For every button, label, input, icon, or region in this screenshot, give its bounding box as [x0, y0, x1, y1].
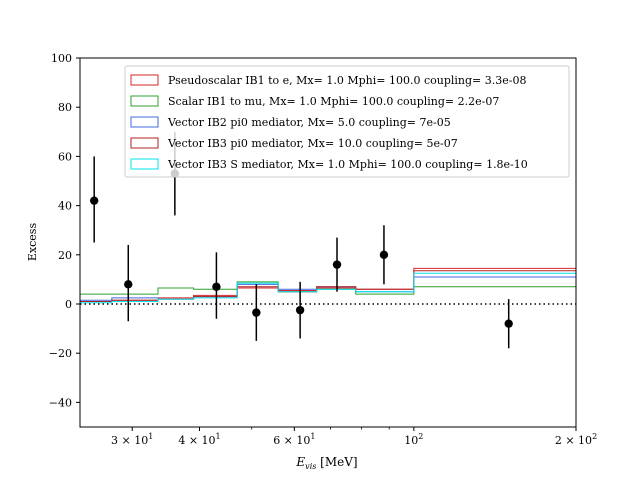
- series-step-4: [80, 270, 576, 304]
- legend: Pseudoscalar IB1 to e, Mx= 1.0 Mphi= 100…: [124, 65, 570, 178]
- y-tick-label: −20: [49, 347, 72, 360]
- x-tick-label: 3 × 101: [111, 432, 153, 447]
- legend-label: Vector IB3 S mediator, Mx= 1.0 Mphi= 100…: [167, 158, 528, 171]
- data-point: [295, 305, 305, 315]
- legend-label: Vector IB3 pi0 mediator, Mx= 10.0 coupli…: [167, 137, 458, 150]
- x-tick-label: 2 × 102: [555, 432, 597, 447]
- x-tick-label: 102: [404, 432, 423, 447]
- legend-swatch: [130, 158, 159, 170]
- y-tick-label: 40: [58, 200, 72, 213]
- data-point: [124, 280, 133, 289]
- x-axis-label: Evis [MeV]: [295, 455, 357, 471]
- y-tick-label: −40: [49, 396, 72, 409]
- data-point: [252, 308, 261, 317]
- series-step-5: [80, 272, 576, 304]
- legend-swatch: [130, 137, 159, 149]
- y-tick-label: 100: [51, 52, 72, 65]
- y-tick-label: 80: [58, 101, 72, 114]
- data-point: [504, 319, 513, 328]
- legend-label: Pseudoscalar IB1 to e, Mx= 1.0 Mphi= 100…: [168, 74, 526, 87]
- data-point: [212, 282, 221, 291]
- x-axis-label-main: E: [295, 455, 305, 469]
- y-tick-label: 60: [58, 150, 72, 163]
- x-axis-label-subscript: vis: [305, 462, 316, 471]
- x-tick-label: 6 × 101: [273, 432, 315, 447]
- y-tick-label: 0: [65, 298, 72, 311]
- y-axis-label: Excess: [26, 223, 39, 262]
- y-tick-label: 20: [58, 249, 72, 262]
- data-point: [89, 196, 99, 205]
- series-step-2: [80, 281, 576, 304]
- legend-box: [124, 65, 570, 178]
- legend-label: Scalar IB1 to mu, Mx= 1.0 Mphi= 100.0 co…: [168, 95, 499, 108]
- legend-swatch: [130, 95, 159, 107]
- data-point: [379, 250, 389, 259]
- x-axis-label-unit: [MeV]: [316, 455, 357, 469]
- data-point: [332, 260, 342, 269]
- legend-swatch: [130, 116, 159, 128]
- x-tick-label: 4 × 101: [178, 432, 220, 447]
- legend-label: Vector IB2 pi0 mediator, Mx= 5.0 couplin…: [167, 116, 451, 129]
- legend-swatch: [130, 74, 159, 86]
- plot-frame: [79, 57, 577, 428]
